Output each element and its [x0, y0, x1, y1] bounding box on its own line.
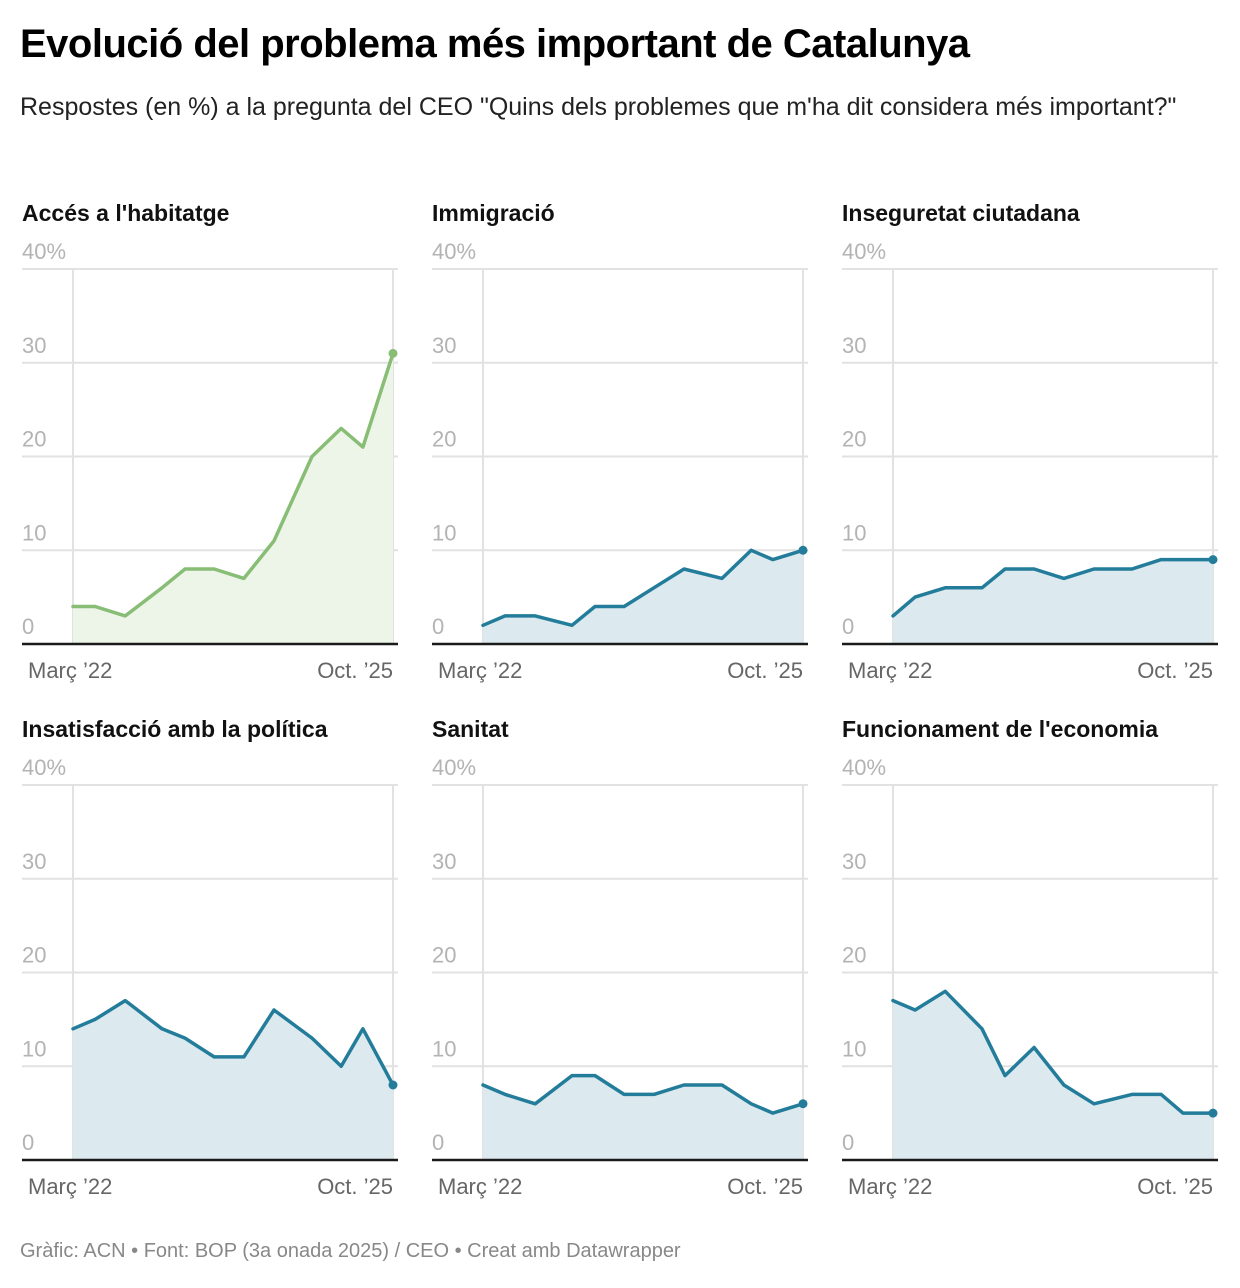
last-point-marker — [1208, 555, 1218, 565]
last-point-marker — [1208, 1108, 1218, 1118]
y-tick-label: 20 — [22, 427, 46, 452]
x-tick-label: Oct. ’25 — [727, 1174, 803, 1199]
y-tick-label: 0 — [842, 614, 854, 639]
panel-4: Insatisfacció amb la política 0 10 20 30 40% M… — [22, 716, 398, 1199]
series-line — [891, 557, 1215, 618]
x-tick-label: Oct. ’25 — [727, 658, 803, 683]
y-tick-label: 30 — [432, 333, 456, 358]
panel-title: Insatisfacció amb la política — [22, 716, 328, 742]
y-tick-label: 40% — [432, 755, 476, 780]
y-tick-label: 10 — [22, 520, 46, 545]
x-tick-label: Oct. ’25 — [1137, 658, 1213, 683]
y-tick-label: 10 — [432, 520, 456, 545]
series-line — [71, 998, 395, 1087]
y-tick-label: 40% — [842, 239, 886, 264]
y-tick-label: 40% — [842, 755, 886, 780]
panel-title: Funcionament de l'economia — [842, 716, 1158, 742]
series-line — [481, 1073, 805, 1115]
y-tick-label: 40% — [22, 239, 66, 264]
x-tick-label: Març ’22 — [848, 1174, 932, 1199]
chart-title: Evolució del problema més important de C… — [20, 22, 970, 66]
y-tick-label: 20 — [432, 427, 456, 452]
y-tick-label: 10 — [842, 1036, 866, 1061]
y-tick-label: 30 — [22, 333, 46, 358]
last-point-marker — [388, 1080, 398, 1090]
panel-title: Immigració — [432, 200, 555, 226]
y-tick-label: 20 — [22, 943, 46, 968]
chart-footer: Gràfic: ACN • Font: BOP (3a onada 2025) … — [20, 1240, 681, 1262]
y-tick-label: 30 — [842, 849, 866, 874]
panel-title: Sanitat — [432, 716, 509, 742]
series-area — [483, 550, 803, 644]
y-tick-label: 40% — [22, 755, 66, 780]
chart-subtitle: Respostes (en %) a la pregunta del CEO "… — [20, 93, 1177, 121]
series-line — [891, 989, 1215, 1115]
series-area — [893, 559, 1213, 644]
y-tick-label: 10 — [22, 1036, 46, 1061]
x-tick-label: Març ’22 — [438, 658, 522, 683]
panel-title: Inseguretat ciutadana — [842, 200, 1080, 226]
panel-3: Inseguretat ciutadana 0 10 20 30 40% Març ’22 O… — [842, 200, 1218, 683]
panel-5: Sanitat 0 10 20 30 40% Març ’22 Oct. ’25 — [432, 716, 808, 1199]
y-tick-label: 30 — [842, 333, 866, 358]
y-tick-label: 20 — [432, 943, 456, 968]
x-tick-label: Oct. ’25 — [317, 658, 393, 683]
x-tick-label: Març ’22 — [28, 658, 112, 683]
y-tick-label: 20 — [842, 943, 866, 968]
series-line — [481, 548, 805, 628]
x-tick-label: Oct. ’25 — [317, 1174, 393, 1199]
y-tick-label: 0 — [432, 1130, 444, 1155]
last-point-marker — [388, 348, 398, 358]
y-tick-label: 30 — [22, 849, 46, 874]
y-tick-label: 30 — [432, 849, 456, 874]
y-tick-label: 0 — [22, 1130, 34, 1155]
y-tick-label: 10 — [842, 520, 866, 545]
last-point-marker — [798, 545, 808, 555]
panel-1: Accés a l'habitatge 0 10 20 30 40% Març ’22 Oct… — [22, 200, 398, 683]
x-tick-label: Oct. ’25 — [1137, 1174, 1213, 1199]
y-tick-label: 0 — [432, 614, 444, 639]
y-tick-label: 0 — [842, 1130, 854, 1155]
x-tick-label: Març ’22 — [438, 1174, 522, 1199]
series-line — [71, 351, 395, 618]
y-tick-label: 20 — [842, 427, 866, 452]
panel-title: Accés a l'habitatge — [22, 200, 229, 226]
panel-2: Immigració 0 10 20 30 40% Març ’22 Oct. ’25 — [432, 200, 808, 683]
series-area — [483, 1075, 803, 1160]
y-tick-label: 40% — [432, 239, 476, 264]
y-tick-label: 0 — [22, 614, 34, 639]
series-area — [893, 991, 1213, 1160]
y-tick-label: 10 — [432, 1036, 456, 1061]
last-point-marker — [798, 1099, 808, 1109]
panel-6: Funcionament de l'economia 0 10 20 30 40% Març… — [842, 716, 1218, 1199]
x-tick-label: Març ’22 — [28, 1174, 112, 1199]
x-tick-label: Març ’22 — [848, 658, 932, 683]
series-area — [73, 1000, 393, 1160]
series-area — [73, 353, 393, 644]
